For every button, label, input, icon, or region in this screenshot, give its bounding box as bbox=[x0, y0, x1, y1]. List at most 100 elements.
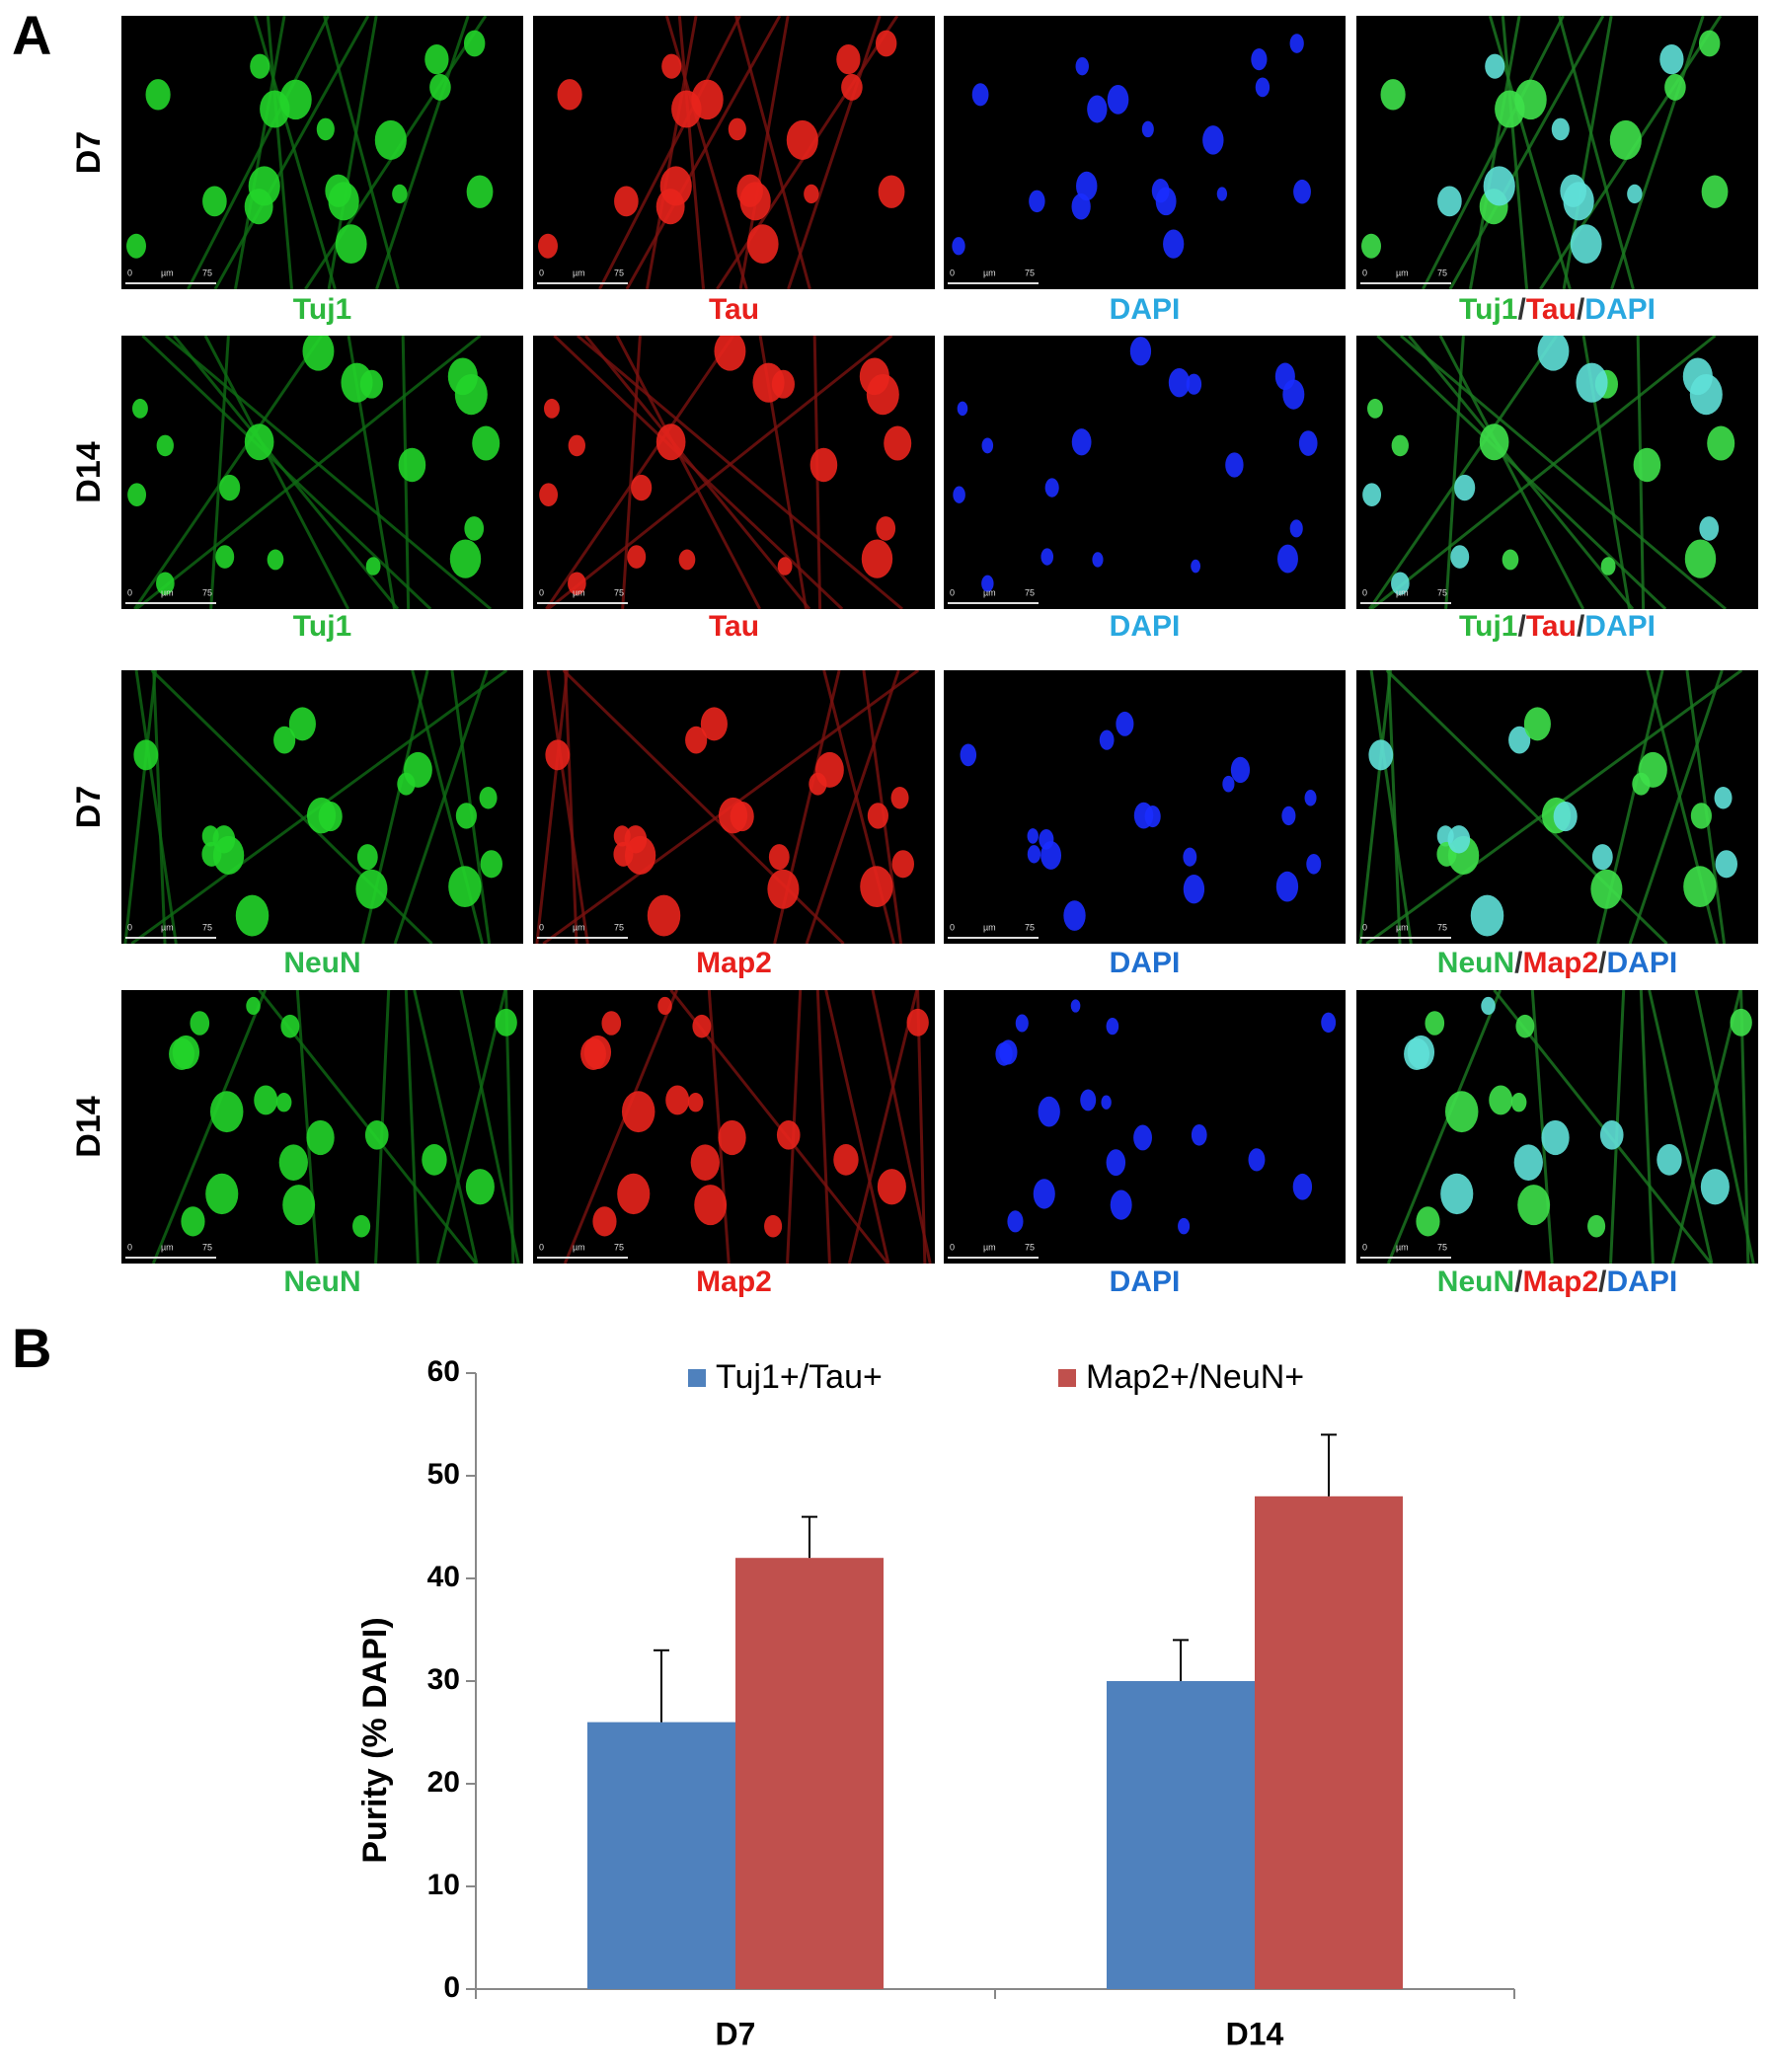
cell bbox=[1044, 478, 1059, 498]
cell bbox=[1684, 539, 1717, 578]
cell bbox=[665, 1085, 690, 1115]
cell bbox=[1447, 825, 1471, 854]
cell bbox=[861, 539, 893, 578]
cell bbox=[374, 119, 407, 160]
legend-swatch bbox=[688, 1369, 706, 1387]
cell bbox=[809, 447, 838, 483]
fiber bbox=[815, 990, 831, 1264]
cell bbox=[244, 423, 274, 461]
cell bbox=[479, 787, 498, 809]
cell bbox=[1437, 186, 1462, 217]
cell bbox=[1027, 845, 1041, 864]
cell bbox=[318, 801, 343, 832]
caption-part: Tau bbox=[709, 610, 759, 643]
scale-bar-label: 0 bbox=[127, 587, 132, 597]
cell bbox=[1277, 544, 1298, 574]
fiber bbox=[151, 990, 268, 1264]
cell bbox=[539, 483, 559, 506]
cell bbox=[202, 186, 227, 217]
cell bbox=[1470, 894, 1504, 937]
cell bbox=[1523, 707, 1551, 741]
scale-bar-label: 75 bbox=[202, 268, 212, 277]
cell bbox=[655, 423, 686, 461]
caption-part: NeuN bbox=[283, 947, 360, 979]
caption-part: Tuj1 bbox=[1459, 293, 1517, 326]
cell bbox=[404, 751, 432, 788]
fiber bbox=[564, 670, 578, 944]
cell bbox=[728, 117, 746, 141]
image-content bbox=[538, 16, 905, 289]
cell bbox=[1033, 1179, 1055, 1209]
fiber bbox=[133, 336, 324, 609]
cell bbox=[694, 1185, 728, 1226]
cell bbox=[1683, 866, 1717, 908]
caption-part: Tuj1 bbox=[293, 610, 351, 643]
cell bbox=[335, 224, 367, 265]
fiber bbox=[1438, 336, 1585, 609]
cell bbox=[1576, 362, 1608, 403]
legend-swatch bbox=[1058, 1369, 1076, 1387]
cell bbox=[1633, 447, 1661, 483]
caption-part: / bbox=[1598, 947, 1607, 979]
cell bbox=[209, 1091, 244, 1133]
caption: Tuj1 bbox=[293, 293, 351, 326]
cell bbox=[145, 79, 171, 111]
fiber bbox=[824, 990, 890, 1264]
caption: Map2 bbox=[696, 947, 772, 979]
cell bbox=[1515, 1014, 1535, 1038]
y-tick-label: 60 bbox=[427, 1355, 460, 1388]
cell bbox=[1168, 367, 1191, 398]
image-content bbox=[1358, 670, 1743, 944]
cell bbox=[1071, 428, 1092, 456]
fiber bbox=[135, 336, 482, 609]
micrograph: 0 µm 75 bbox=[1356, 990, 1758, 1264]
cell bbox=[1425, 1011, 1445, 1036]
fiber bbox=[1501, 16, 1529, 289]
scale-bar-label: µm bbox=[573, 922, 585, 932]
cell bbox=[1416, 1206, 1440, 1237]
y-tick-label: 20 bbox=[427, 1766, 460, 1799]
fiber bbox=[1648, 990, 1714, 1264]
cell bbox=[1551, 117, 1570, 141]
cell bbox=[1076, 171, 1098, 201]
cell bbox=[1029, 190, 1045, 213]
cell bbox=[1707, 425, 1735, 461]
scale-bar-label: 0 bbox=[127, 268, 132, 277]
cell bbox=[767, 869, 800, 909]
cell bbox=[953, 486, 965, 503]
cell bbox=[1306, 853, 1322, 875]
cell bbox=[465, 1169, 495, 1205]
image-content bbox=[995, 999, 1337, 1235]
scale-bar-label: µm bbox=[983, 268, 996, 277]
cell bbox=[248, 166, 280, 206]
cell bbox=[1502, 549, 1519, 571]
cell bbox=[356, 844, 378, 871]
cell bbox=[1183, 847, 1197, 867]
cell bbox=[212, 825, 236, 854]
caption-part: / bbox=[1517, 293, 1526, 326]
cell bbox=[1380, 79, 1406, 111]
fiber bbox=[598, 16, 741, 289]
caption-part: Tuj1 bbox=[293, 293, 351, 326]
fiber bbox=[435, 990, 507, 1264]
cell bbox=[860, 866, 893, 908]
cell bbox=[687, 1092, 704, 1113]
micrograph: 0 µm 75 bbox=[121, 16, 523, 289]
caption-part: Map2 bbox=[1522, 1266, 1598, 1298]
cell bbox=[768, 844, 790, 871]
cell bbox=[752, 362, 785, 403]
cell bbox=[867, 803, 888, 829]
bar bbox=[735, 1558, 884, 1989]
cell bbox=[692, 1014, 712, 1038]
caption-part: DAPI bbox=[1607, 947, 1678, 979]
cell bbox=[1514, 79, 1547, 120]
x-tick-label: D7 bbox=[716, 2016, 756, 2051]
fiber bbox=[1370, 336, 1717, 609]
cell bbox=[1075, 56, 1089, 76]
cell bbox=[647, 894, 681, 937]
cell bbox=[449, 539, 482, 578]
fiber bbox=[1610, 16, 1705, 289]
micrograph: 0 µm 75 bbox=[533, 670, 935, 944]
cell bbox=[1087, 95, 1108, 123]
cell bbox=[1133, 1124, 1152, 1151]
